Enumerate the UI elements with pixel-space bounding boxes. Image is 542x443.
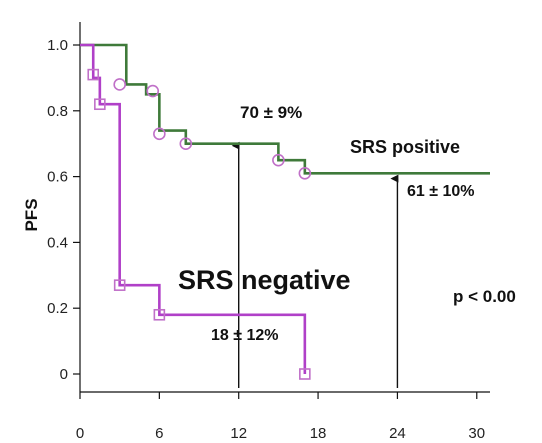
y-ticks: 0 0.2 0.4 0.6 0.8 1.0 <box>47 37 80 383</box>
annotation-positive-24mo: 61 ± 10% <box>407 183 475 200</box>
x-tick-label: 0 <box>76 425 84 442</box>
y-tick-label: 0.8 <box>47 103 68 120</box>
censor-point-positive <box>298 167 312 180</box>
x-tick-label: 18 <box>310 425 327 442</box>
x-ticks: 0 6 12 18 24 30 <box>76 392 485 442</box>
axes <box>79 22 490 393</box>
annotation-srs-positive: SRS positive <box>350 137 460 157</box>
y-tick-label: 0.4 <box>47 234 68 251</box>
censor-point-negative <box>113 279 126 291</box>
x-tick-label: 6 <box>155 425 163 442</box>
censor-point-positive <box>272 153 285 167</box>
y-axis-label: PFS <box>22 198 41 231</box>
arrows <box>231 141 399 388</box>
series <box>80 43 490 380</box>
censor-point-positive <box>146 84 160 98</box>
annotation-p-value: p < 0.00 <box>453 287 516 306</box>
series-line-srs-negative <box>80 43 307 374</box>
censor-point-negative <box>87 68 100 81</box>
censor-point-negative <box>299 368 311 380</box>
x-tick-label: 12 <box>230 425 247 442</box>
censor-point-positive <box>179 137 193 150</box>
y-tick-label: 1.0 <box>47 37 68 54</box>
series-line-srs-positive <box>80 43 490 175</box>
annotation-negative-12mo: 18 ± 12% <box>211 327 279 344</box>
censor-point-positive <box>113 78 126 91</box>
censor-point-positive <box>153 127 166 141</box>
x-tick-label: 24 <box>389 425 406 442</box>
y-tick-label: 0.6 <box>47 169 68 186</box>
y-tick-label: 0 <box>60 366 68 383</box>
annotation-positive-12mo: 70 ± 9% <box>240 103 302 122</box>
y-tick-label: 0.2 <box>47 300 68 317</box>
censor-point-negative <box>94 98 106 111</box>
censor-point-negative <box>153 308 166 321</box>
x-tick-label: 30 <box>468 425 485 442</box>
annotation-srs-negative: SRS negative <box>178 265 351 295</box>
